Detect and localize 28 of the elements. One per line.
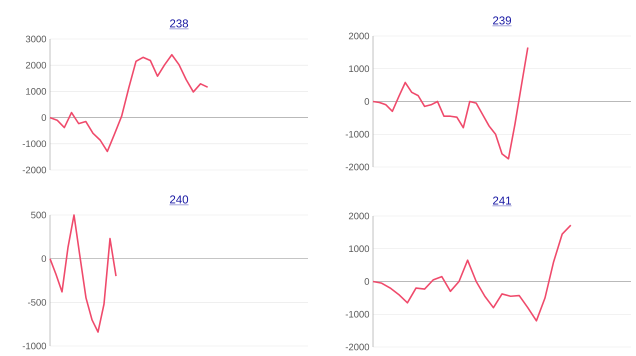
y-tick-label: 0 — [364, 98, 370, 105]
y-tick-label: 2000 — [348, 212, 370, 220]
y-tick-label: 3000 — [26, 36, 46, 42]
y-tick-label: -2000 — [22, 166, 46, 174]
y-tick-label: -2000 — [346, 344, 370, 350]
chart-title: 239 — [493, 16, 512, 25]
chart-title: 240 — [170, 195, 188, 204]
y-tick-label: 1000 — [349, 245, 370, 252]
y-tick-label: 2000 — [26, 62, 46, 69]
line-series — [372, 46, 529, 160]
y-tick-label: 1000 — [349, 65, 370, 72]
line-series — [49, 214, 117, 333]
line-series — [372, 224, 572, 322]
y-tick-label: -1000 — [22, 342, 46, 350]
y-tick-label: 2000 — [348, 32, 370, 40]
y-tick-label: -2000 — [346, 164, 370, 170]
y-tick-label: 0 — [42, 255, 46, 262]
y-tick-label: 500 — [31, 212, 46, 218]
line-series — [49, 54, 208, 152]
chart-title: 238 — [170, 19, 188, 28]
y-tick-label: -1000 — [346, 130, 370, 138]
y-tick-label: 1000 — [26, 88, 46, 95]
y-tick-label: -1000 — [22, 140, 46, 148]
y-tick-label: -500 — [28, 298, 46, 306]
y-tick-label: 0 — [42, 114, 46, 121]
y-tick-label: -1000 — [346, 310, 370, 318]
chart-title: 241 — [493, 196, 512, 205]
y-tick-label: 0 — [364, 278, 370, 285]
